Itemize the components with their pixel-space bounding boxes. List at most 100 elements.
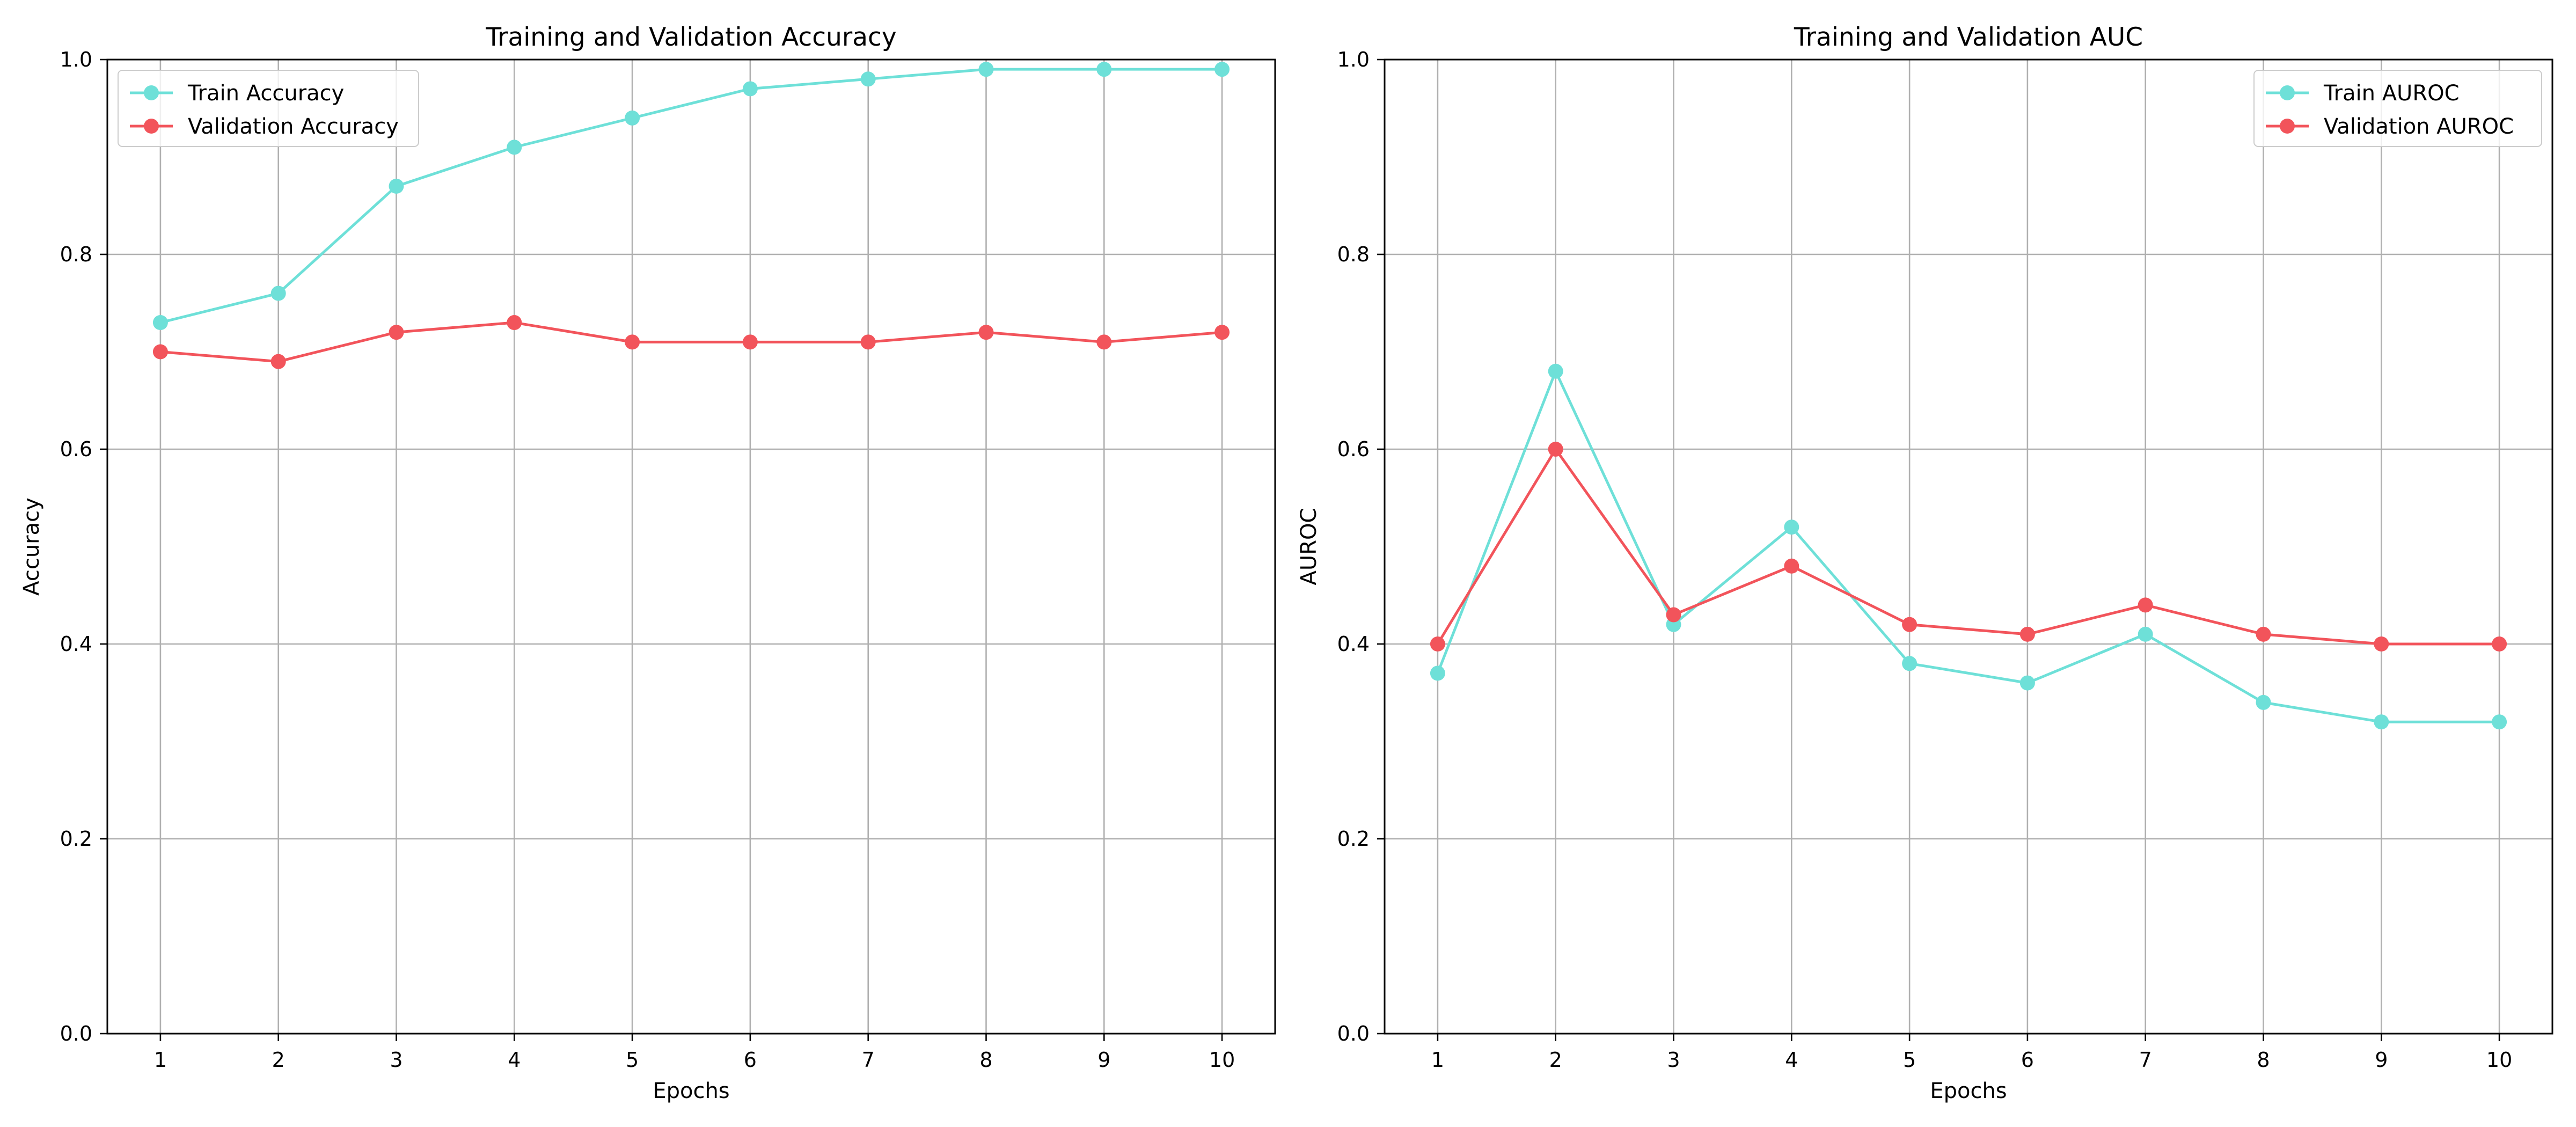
accuracy-y-tick-label-1.0: 1.0	[60, 48, 92, 71]
auc-chart: 1 2 3 4 5 6 7 8 9 10 0.0 0.2 0.4 0.6 0.8 1.0 Training a…	[1297, 23, 2553, 1103]
legend-label-validation-accuracy: Validation Accuracy	[188, 114, 399, 139]
legend-marker-validation-accuracy	[144, 119, 159, 134]
auc-legend: Train AUROC Validation AUROC	[2253, 70, 2542, 147]
accuracy-x-tick-label-1: 1	[154, 1048, 167, 1072]
accuracy-y-tick-label-0.2: 0.2	[60, 827, 92, 851]
point-validation-auroc-8	[2256, 626, 2271, 642]
auc-x-tick-label-6: 6	[2021, 1048, 2034, 1072]
accuracy-x-tick-label-2: 2	[272, 1048, 285, 1072]
point-validation-auroc-5	[1902, 617, 1918, 632]
accuracy-x-tick-label-4: 4	[508, 1048, 521, 1072]
legend-entry-train-accuracy: Train Accuracy	[130, 81, 344, 106]
auc-y-tick-label-0.6: 0.6	[1337, 437, 1370, 461]
point-validation-accuracy-9	[1096, 334, 1112, 350]
legend-label-train-auroc: Train AUROC	[2323, 81, 2460, 106]
point-validation-accuracy-1	[152, 344, 168, 360]
accuracy-plot-frame	[106, 58, 1276, 1035]
accuracy-x-tick-label-8: 8	[979, 1048, 992, 1072]
legend-label-validation-auroc: Validation AUROC	[2324, 114, 2514, 139]
auc-y-tick-label-1.0: 1.0	[1337, 48, 1370, 71]
legend-entry-validation-accuracy: Validation Accuracy	[130, 114, 399, 139]
point-validation-auroc-3	[1666, 607, 1681, 623]
point-validation-auroc-4	[1784, 558, 1799, 574]
accuracy-x-tick-label-5: 5	[626, 1048, 639, 1072]
auc-x-tick-label-8: 8	[2257, 1048, 2270, 1072]
auc-y-tick-label-0.8: 0.8	[1337, 243, 1370, 266]
legend-entry-train-auroc: Train AUROC	[2266, 81, 2460, 106]
auc-x-tick-label-1: 1	[1431, 1048, 1444, 1072]
point-train-accuracy-6	[742, 81, 758, 97]
point-validation-accuracy-2	[270, 354, 286, 369]
point-train-accuracy-8	[978, 62, 994, 77]
accuracy-chart: 1 2 3 4 5 6 7 8 9 10 0.0 0.2 0.4 0.6 0.8 1.0 Training a…	[19, 23, 1276, 1103]
point-train-accuracy-10	[1214, 62, 1230, 77]
accuracy-y-tick-label-0.8: 0.8	[60, 243, 92, 266]
accuracy-legend-box	[118, 70, 419, 147]
auc-y-tick-label-0.0: 0.0	[1337, 1022, 1370, 1045]
auc-x-tick-label-3: 3	[1667, 1048, 1680, 1072]
point-train-auroc-10	[2492, 714, 2507, 730]
auc-x-tick-label-10: 10	[2486, 1048, 2512, 1072]
auc-y-axis-label: AUROC	[1297, 508, 1321, 586]
series-line-train-accuracy	[159, 68, 1224, 324]
auc-x-axis-label: Epochs	[1930, 1079, 2007, 1103]
point-validation-accuracy-7	[860, 334, 876, 350]
auc-plot-frame	[1384, 58, 2553, 1035]
auc-chart-title: Training and Validation AUC	[1794, 23, 2143, 52]
auc-grid	[1385, 58, 2552, 1035]
auc-x-tick-label-4: 4	[1785, 1048, 1798, 1072]
point-train-auroc-6	[2019, 675, 2035, 691]
point-validation-auroc-1	[1430, 636, 1445, 652]
accuracy-x-tick-label-10: 10	[1209, 1048, 1235, 1072]
point-validation-auroc-10	[2492, 636, 2507, 652]
accuracy-x-axis-label: Epochs	[653, 1079, 729, 1103]
series-line-validation-accuracy	[159, 321, 1224, 363]
point-train-accuracy-5	[625, 110, 640, 126]
auc-x-tick-label-2: 2	[1549, 1048, 1562, 1072]
accuracy-x-tick-label-6: 6	[744, 1048, 757, 1072]
auc-lines	[1430, 363, 2507, 730]
point-train-auroc-2	[1548, 363, 1563, 379]
auc-y-tick-label-0.4: 0.4	[1337, 632, 1370, 656]
accuracy-chart-title: Training and Validation Accuracy	[485, 23, 896, 52]
accuracy-lines	[152, 62, 1230, 369]
point-train-auroc-8	[2256, 694, 2271, 710]
accuracy-y-tick-label-0.4: 0.4	[60, 632, 92, 656]
point-train-accuracy-9	[1096, 62, 1112, 77]
point-validation-accuracy-8	[978, 325, 994, 340]
legend-label-train-accuracy: Train Accuracy	[187, 81, 344, 106]
point-train-auroc-9	[2374, 714, 2389, 730]
point-validation-auroc-9	[2374, 636, 2389, 652]
point-train-auroc-7	[2138, 626, 2153, 642]
series-line-train-auroc	[1436, 370, 2501, 723]
accuracy-y-axis-label: Accuracy	[19, 497, 44, 596]
auc-y-tick-label-0.2: 0.2	[1337, 827, 1370, 851]
point-train-accuracy-4	[507, 140, 522, 155]
accuracy-x-tick-label-9: 9	[1097, 1048, 1110, 1072]
point-train-auroc-5	[1902, 656, 1918, 671]
point-validation-accuracy-5	[625, 334, 640, 350]
legend-entry-validation-auroc: Validation AUROC	[2266, 114, 2514, 139]
point-train-accuracy-2	[270, 286, 286, 301]
accuracy-y-tick-label-0.0: 0.0	[60, 1022, 92, 1045]
accuracy-x-tick-label-3: 3	[390, 1048, 402, 1072]
point-validation-auroc-2	[1548, 442, 1563, 457]
auc-x-tick-label-7: 7	[2139, 1048, 2152, 1072]
accuracy-ticks: 1 2 3 4 5 6 7 8 9 10 0.0 0.2 0.4 0.6 0.8 1.0	[60, 48, 1235, 1072]
auc-x-tick-label-5: 5	[1903, 1048, 1916, 1072]
point-validation-accuracy-4	[507, 315, 522, 331]
point-train-auroc-1	[1430, 665, 1445, 681]
accuracy-legend: Train Accuracy Validation Accuracy	[118, 70, 419, 147]
point-validation-accuracy-10	[1214, 325, 1230, 340]
legend-marker-train-auroc	[2280, 85, 2295, 100]
legend-marker-validation-auroc	[2280, 119, 2295, 134]
legend-marker-train-accuracy	[144, 85, 159, 100]
point-validation-accuracy-6	[742, 334, 758, 350]
point-validation-auroc-6	[2019, 626, 2035, 642]
accuracy-y-tick-label-0.6: 0.6	[60, 437, 92, 461]
point-train-accuracy-7	[860, 71, 876, 87]
point-validation-auroc-7	[2138, 597, 2153, 613]
series-line-validation-auroc	[1436, 448, 2501, 646]
